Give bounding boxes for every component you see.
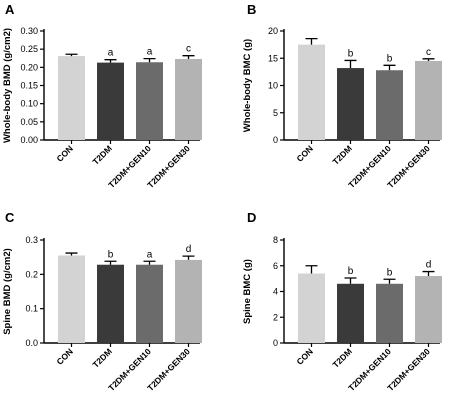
y-tick-label: 0 [273,338,278,348]
y-tick-label: 0.0 [25,338,38,348]
error-bar [182,255,195,260]
significance-label: b [348,266,354,277]
significance-label: d [186,244,192,255]
y-axis-title: Whole-body BMD (g/cm2) [2,28,13,143]
y-tick-label: 0.2 [25,269,38,279]
panel-letter: B [247,2,256,17]
x-tick-label: T2DM [90,143,113,166]
error-bar [104,59,117,63]
bar-t2dm [337,68,364,140]
y-tick-label: 6 [273,261,278,271]
significance-label: b [387,267,393,278]
significance-label: c [186,44,191,55]
y-tick-label: 5 [273,108,278,118]
y-tick-label: 0.30 [20,26,38,36]
panel-letter: A [5,2,15,17]
bar-t2dm-gen30 [175,259,202,343]
panel-letter: C [5,210,15,225]
chart-panel-a: A Whole-body BMD (g/cm2) 0.00 0.05 0.10 0.15 0… [2,2,202,190]
y-tick-label: 20 [268,26,278,36]
bar-con [58,255,85,343]
y-tick-label: 0.25 [20,44,38,54]
x-tick-label: T2DM [330,143,353,166]
significance-label: a [147,47,153,58]
significance-label: b [387,53,393,64]
x-tick-label: CON [294,346,314,366]
error-bar [422,270,435,277]
significance-label: c [426,47,431,58]
significance-label: d [426,260,432,271]
bar-t2dm-gen10 [136,264,163,343]
bar-con [58,56,85,140]
y-axis-title: Whole-body BMC (g) [242,39,253,132]
error-bar [344,59,357,69]
error-bar [305,265,318,274]
y-tick-label: 0.05 [20,117,38,127]
y-tick-label: 0 [273,135,278,145]
x-tick-label: CON [54,143,74,163]
bar-con [298,44,325,140]
bar-t2dm-gen30 [415,276,442,343]
y-tick-label: 10 [268,81,278,91]
bar-t2dm-gen30 [175,58,202,140]
y-tick-label: 0.20 [20,62,38,72]
x-tick-label: CON [54,346,74,366]
significance-label: b [108,249,114,260]
panel-letter: D [247,210,256,225]
y-axis-title: Spine BMC (g) [242,259,253,324]
error-bar [143,260,156,265]
error-bar [383,64,396,71]
significance-label: a [147,249,153,260]
error-bar [305,37,318,45]
error-bar [344,277,357,284]
error-bar [65,53,78,57]
y-tick-label: 0.00 [20,135,38,145]
error-bar [143,57,156,63]
bar-t2dm-gen10 [376,283,403,343]
y-tick-label: 0.10 [20,99,38,109]
error-bar [422,58,435,61]
x-tick-label: CON [294,143,314,163]
y-tick-label: 4 [273,287,278,297]
significance-label: b [348,48,354,59]
bar-t2dm [337,283,364,343]
y-tick-label: 15 [268,53,278,63]
error-bar [182,55,195,59]
bar-t2dm [97,62,124,140]
significance-label: a [108,48,114,59]
bar-t2dm-gen10 [376,70,403,140]
y-axis-title: Spine BMD (g/cm2) [2,248,13,335]
bar-t2dm-gen10 [136,62,163,140]
x-tick-label: T2DM [330,346,353,369]
bar-t2dm-gen30 [415,60,442,140]
y-tick-label: 2 [273,312,278,322]
error-bar [383,278,396,284]
y-tick-label: 0.3 [25,235,38,245]
y-tick-label: 0.15 [20,81,38,91]
bar-t2dm [97,264,124,343]
error-bar [104,260,117,265]
x-tick-label: T2DM [90,346,113,369]
bar-con [298,273,325,343]
y-tick-label: 8 [273,235,278,245]
error-bar [65,252,78,256]
y-tick-label: 0.1 [25,304,38,314]
